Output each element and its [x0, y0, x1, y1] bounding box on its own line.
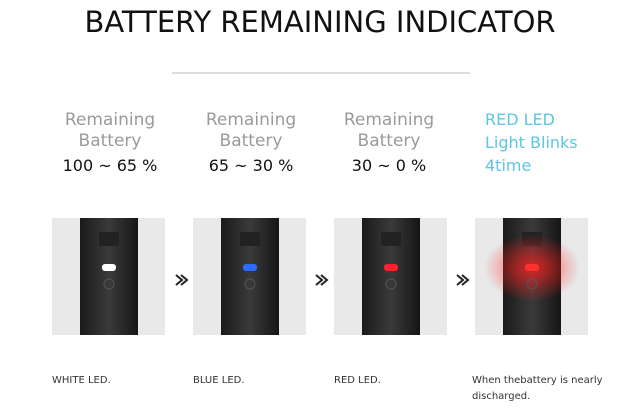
device-blink	[475, 218, 588, 335]
device-blue	[193, 218, 306, 335]
device-red	[334, 218, 447, 335]
label: RED LED	[485, 110, 555, 129]
label: 4time	[485, 156, 531, 175]
label: Battery	[358, 131, 421, 151]
title: BATTERY REMAINING INDICATOR	[84, 5, 555, 39]
caption: BLUE LED.	[193, 375, 245, 386]
caption: discharged.	[472, 391, 530, 402]
arrow	[175, 274, 189, 286]
range: 100 ~ 65 %	[63, 156, 158, 175]
range: 65 ~ 30 %	[209, 156, 294, 175]
arrow	[456, 274, 470, 286]
label: Remaining	[206, 110, 296, 130]
label: Light Blinks	[485, 133, 578, 152]
label: Remaining	[65, 110, 155, 130]
caption: When thebattery is nearly	[472, 375, 603, 386]
caption: RED LED.	[334, 375, 381, 386]
device-white	[52, 218, 165, 335]
label: Remaining	[344, 110, 434, 130]
label: Battery	[79, 131, 142, 151]
caption: WHITE LED.	[52, 375, 111, 386]
arrow	[315, 274, 329, 286]
range: 30 ~ 0 %	[352, 156, 426, 175]
label: Battery	[220, 131, 283, 151]
